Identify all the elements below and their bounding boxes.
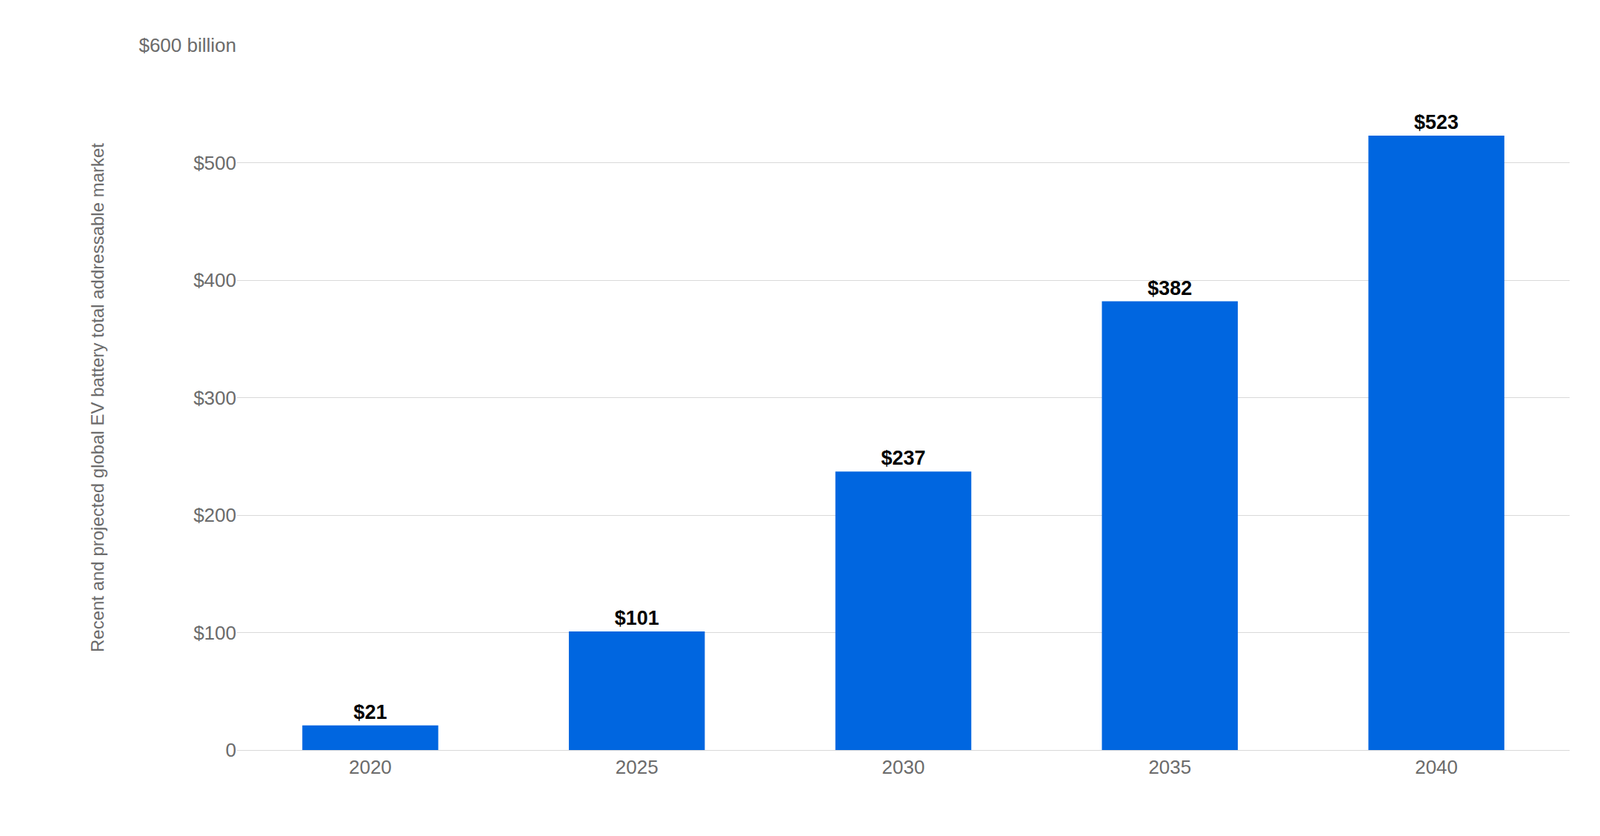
svg-text:2025: 2025 [615, 755, 659, 778]
svg-text:$237: $237 [880, 446, 926, 469]
svg-text:$500: $500 [193, 151, 237, 175]
svg-text:2020: 2020 [348, 755, 392, 778]
svg-text:2030: 2030 [882, 755, 926, 778]
svg-text:$523: $523 [1414, 111, 1459, 134]
svg-text:$200: $200 [193, 503, 237, 526]
svg-text:2035: 2035 [1148, 755, 1192, 778]
svg-text:$101: $101 [614, 606, 660, 629]
svg-text:$100: $100 [193, 621, 237, 644]
svg-text:2040: 2040 [1414, 755, 1458, 778]
svg-text:$600 billion: $600 billion [138, 34, 237, 57]
svg-text:0: 0 [225, 738, 237, 761]
svg-text:$400: $400 [193, 268, 237, 292]
svg-text:$300: $300 [193, 386, 237, 409]
svg-text:$382: $382 [1147, 277, 1192, 300]
svg-text:Recent and projected global EV: Recent and projected global EV battery t… [87, 142, 108, 652]
svg-text:$21: $21 [353, 700, 387, 723]
